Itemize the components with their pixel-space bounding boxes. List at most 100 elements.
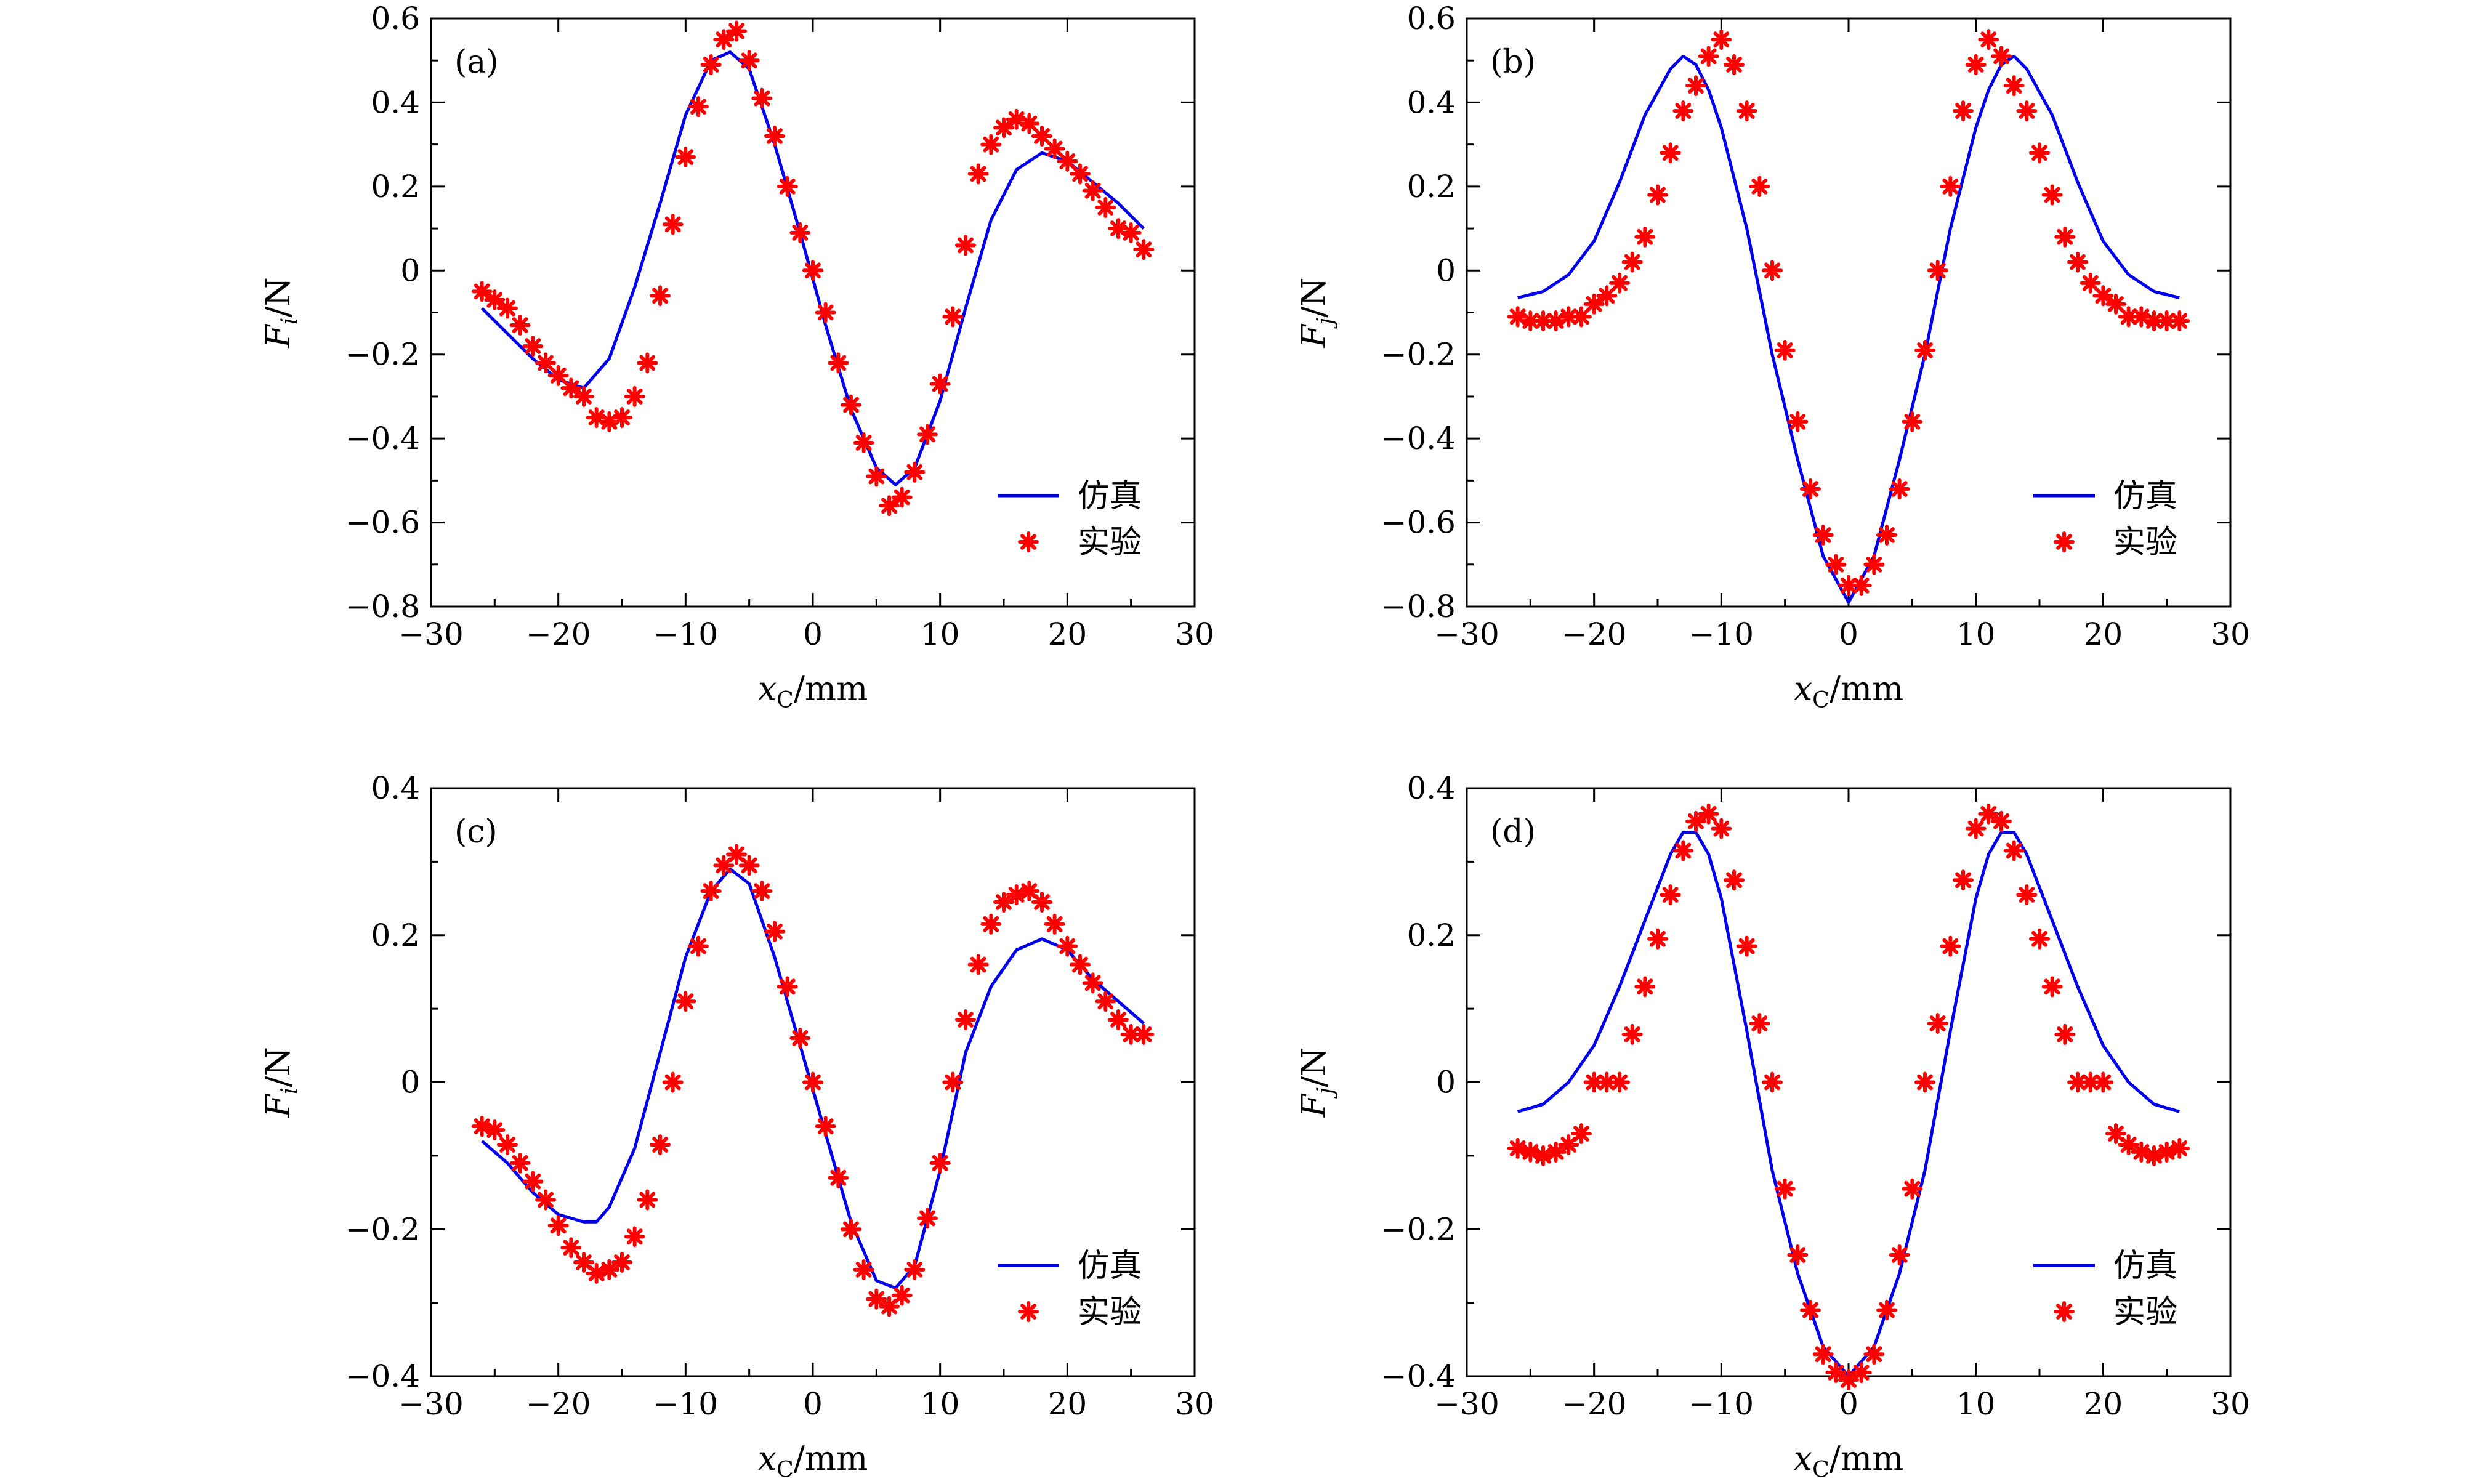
data-point-exp: [688, 935, 709, 957]
data-point-exp: [1711, 29, 1732, 50]
data-point-exp: [662, 1071, 684, 1093]
data-point-exp: [2144, 1145, 2164, 1166]
data-point-exp: [637, 1189, 658, 1211]
data-point-exp: [1571, 1123, 1592, 1145]
x-tick-label: 30: [1175, 616, 1214, 652]
x-tick-label: 10: [1956, 1386, 1996, 1422]
data-point-exp: [891, 1284, 913, 1306]
data-point-exp: [1800, 478, 1821, 499]
y-tick-label: 0.2: [371, 169, 420, 204]
data-point-exp: [726, 844, 747, 865]
data-point-exp: [993, 892, 1014, 913]
data-point-exp: [1978, 29, 1999, 50]
data-point-exp: [2131, 1141, 2152, 1163]
data-point-exp: [1672, 100, 1694, 122]
legend-label-sim: 仿真: [2113, 1248, 2177, 1284]
data-point-exp: [2067, 1071, 2088, 1093]
x-tick-label: −20: [1562, 1386, 1627, 1422]
data-point-exp: [751, 881, 773, 902]
data-point-exp: [853, 1259, 874, 1280]
data-point-exp: [2041, 976, 2063, 998]
data-point-exp: [1609, 1071, 1630, 1093]
data-point-exp: [2041, 184, 2063, 206]
y-axis-title: Fj/N: [1294, 277, 1338, 348]
x-tick-label: −10: [653, 616, 719, 652]
data-point-exp: [535, 352, 556, 374]
x-axis-unit: /mm: [1830, 669, 1904, 708]
y-axis-var: F: [1294, 323, 1333, 349]
data-point-exp: [879, 1296, 900, 1317]
x-tick-label: −30: [1434, 616, 1499, 652]
y-tick-label: 0.2: [371, 917, 420, 953]
data-point-exp: [1120, 1023, 1142, 1045]
data-point-exp: [662, 214, 684, 235]
data-point-exp: [955, 1009, 976, 1031]
data-point-exp: [1876, 525, 1897, 546]
data-point-exp: [1825, 554, 1847, 575]
data-point-exp: [1774, 1178, 1796, 1200]
x-tick-label: −30: [398, 1386, 464, 1422]
data-point-exp: [1953, 100, 1974, 122]
panel-label: (a): [454, 44, 499, 81]
data-point-exp: [1876, 1299, 1897, 1321]
data-point-exp: [815, 1116, 836, 1137]
data-point-exp: [713, 855, 735, 876]
y-axis-sub: i: [277, 318, 302, 325]
data-point-exp: [1672, 840, 1694, 861]
data-point-exp: [560, 377, 582, 399]
data-point-exp: [904, 1259, 926, 1280]
data-point-exp: [1647, 184, 1668, 206]
y-tick-label: 0.2: [1406, 917, 1456, 953]
data-point-exp: [1812, 1344, 1834, 1365]
x-axis-unit: /mm: [794, 669, 868, 708]
x-axis-var: x: [758, 669, 777, 708]
data-point-exp: [904, 461, 926, 483]
y-axis-title: Fi/N: [259, 1047, 302, 1118]
data-point-exp: [1108, 1009, 1129, 1031]
y-tick-label: −0.4: [1381, 1358, 1456, 1394]
y-tick-label: 0.6: [371, 1, 420, 36]
y-tick-label: −0.4: [1381, 421, 1456, 456]
y-axis-var: F: [1294, 1093, 1333, 1118]
x-axis-title: xC/mm: [758, 669, 868, 713]
data-point-exp: [675, 147, 696, 168]
legend-swatch-exp: [2054, 531, 2075, 552]
data-point-exp: [802, 1071, 823, 1093]
data-point-exp: [1621, 251, 1643, 273]
x-axis-var: x: [1794, 1439, 1812, 1478]
data-point-exp: [1571, 306, 1592, 328]
data-point-exp: [980, 134, 1002, 155]
data-point-exp: [586, 1262, 607, 1284]
data-point-exp: [1019, 113, 1040, 134]
data-point-exp: [1609, 272, 1630, 294]
data-point-exp: [1940, 175, 1961, 197]
data-point-exp: [497, 1134, 518, 1155]
data-point-exp: [764, 126, 785, 147]
data-point-exp: [497, 297, 518, 319]
data-point-exp: [917, 424, 938, 445]
x-tick-label: 0: [1839, 1386, 1858, 1422]
data-point-exp: [726, 20, 747, 42]
y-tick-label: 0: [400, 1065, 420, 1100]
data-point-exp: [573, 1251, 594, 1273]
data-point-exp: [1006, 884, 1027, 906]
y-axis-unit: /N: [1294, 1047, 1333, 1087]
chart-panel-a: −30 −20 −10 0 10 20 30 −0.8 −0.6 −0.4 −0.2 0 0.2 0.4 0…: [259, 1, 1214, 713]
data-point-exp: [942, 306, 964, 328]
y-tick-label: 0.4: [1406, 84, 1456, 120]
data-point-exp: [1965, 818, 1987, 839]
data-point-exp: [1583, 293, 1605, 315]
data-point-exp: [789, 222, 811, 243]
data-point-exp: [624, 385, 645, 407]
data-point-exp: [2067, 251, 2088, 273]
legend-label-exp: 实验: [2113, 524, 2177, 561]
y-axis-unit: /N: [259, 277, 297, 317]
x-tick-label: −10: [653, 1386, 719, 1422]
data-point-exp: [1070, 163, 1091, 185]
data-point-exp: [2016, 884, 2038, 906]
data-point-exp: [1850, 1362, 1872, 1384]
data-point-exp: [1685, 810, 1706, 832]
x-axis-sub: C: [777, 688, 794, 713]
data-point-exp: [841, 1219, 861, 1240]
data-point-exp: [1953, 869, 1974, 891]
